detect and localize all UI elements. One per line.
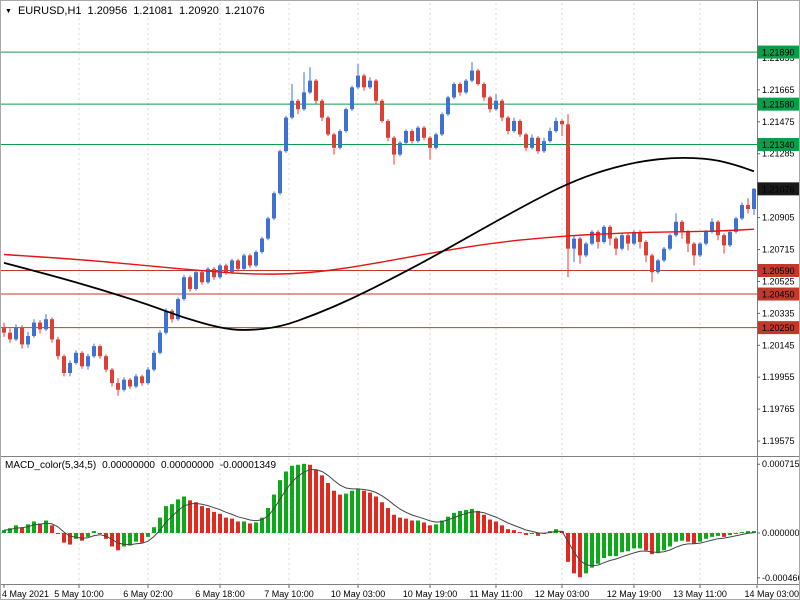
svg-text:6 May 02:00: 6 May 02:00 — [123, 589, 173, 599]
symbol-dropdown-icon: ▼ — [5, 7, 12, 15]
svg-text:12 May 03:00: 12 May 03:00 — [535, 589, 590, 599]
indicator-value-1: 0.00000000 — [102, 460, 155, 471]
price-axis-labels: 1.218551.216651.214751.212851.209051.207… — [757, 53, 795, 446]
svg-text:1.21475: 1.21475 — [762, 117, 795, 127]
svg-text:13 May 11:00: 13 May 11:00 — [673, 589, 727, 599]
macd-histogram — [2, 463, 756, 578]
low-value: 1.20920 — [179, 5, 219, 17]
time-axis-labels: 4 May 2021 5 May 10:00 6 May 02:00 6 May 18… — [2, 585, 799, 599]
high-value: 1.21081 — [133, 5, 174, 17]
indicator-value-3: -0.00001349 — [219, 460, 277, 471]
svg-text:0.0000000: 0.0000000 — [762, 528, 800, 538]
axis-price-boxes[interactable]: 1.21890 1.21580 1.21340 1.20590 1.20450 1.202… — [757, 45, 800, 335]
macd-signal-line — [3, 469, 755, 567]
svg-text:4 May 2021: 4 May 2021 — [2, 589, 49, 599]
svg-text:7 May 10:00: 7 May 10:00 — [264, 589, 314, 599]
svg-text:10 May 03:00: 10 May 03:00 — [331, 589, 386, 599]
svg-text:1.19575: 1.19575 — [762, 436, 795, 446]
ma-red-line — [3, 228, 755, 275]
time-grid — [78, 3, 701, 584]
ohlc-line: ▼ EURUSD,H1 1.20956 1.21081 1.20920 1.21… — [5, 5, 265, 17]
svg-text:1.21580: 1.21580 — [762, 100, 795, 110]
svg-text:1.21076: 1.21076 — [762, 184, 795, 194]
svg-text:0.0007155: 0.0007155 — [762, 459, 800, 469]
svg-text:1.21890: 1.21890 — [762, 48, 795, 58]
svg-text:11 May 11:00: 11 May 11:00 — [469, 589, 522, 599]
indicator-header: MACD_color(5,34,5) 0.00000000 0.00000000… — [5, 460, 276, 471]
svg-text:1.21665: 1.21665 — [762, 85, 795, 95]
svg-text:-0.0004665: -0.0004665 — [762, 573, 800, 583]
svg-text:6 May 18:00: 6 May 18:00 — [195, 589, 245, 599]
svg-text:14 May 03:00: 14 May 03:00 — [744, 589, 799, 599]
indicator-name: MACD_color(5,34,5) — [5, 460, 97, 471]
svg-text:1.20905: 1.20905 — [762, 213, 795, 223]
svg-text:1.19955: 1.19955 — [762, 372, 795, 382]
svg-text:1.20145: 1.20145 — [762, 340, 795, 350]
svg-text:12 May 19:00: 12 May 19:00 — [607, 589, 662, 599]
ma-black-line — [3, 156, 755, 331]
svg-text:5 May 10:00: 5 May 10:00 — [54, 589, 104, 599]
candles-layer — [2, 62, 756, 396]
svg-text:1.20525: 1.20525 — [762, 276, 795, 286]
svg-text:1.21340: 1.21340 — [762, 140, 795, 150]
svg-text:1.20450: 1.20450 — [762, 290, 795, 300]
svg-text:1.20250: 1.20250 — [762, 323, 795, 333]
macd-axis-labels: 0.0007155 0.0000000 -0.0004665 — [757, 459, 800, 583]
symbol-timeframe: EURUSD,H1 — [17, 5, 82, 17]
indicator-value-2: 0.00000000 — [161, 460, 214, 471]
level-lines[interactable] — [1, 51, 757, 329]
close-value: 1.21076 — [224, 5, 265, 17]
svg-text:1.20590: 1.20590 — [762, 266, 795, 276]
svg-text:1.19765: 1.19765 — [762, 404, 795, 414]
svg-text:1.21285: 1.21285 — [762, 149, 795, 159]
svg-text:1.20335: 1.20335 — [762, 308, 795, 318]
svg-text:1.20715: 1.20715 — [762, 245, 795, 255]
open-value: 1.20956 — [87, 5, 128, 17]
svg-text:10 May 19:00: 10 May 19:00 — [403, 589, 458, 599]
